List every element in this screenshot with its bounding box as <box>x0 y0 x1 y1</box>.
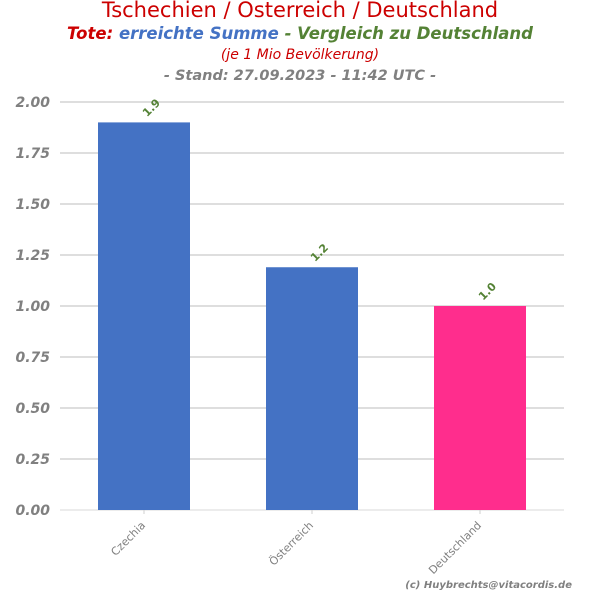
subtitle-part-vergleich: - Vergleich zu Deutschland <box>284 24 533 43</box>
chart-title: Tschechien / Österreich / Deutschland <box>101 0 499 22</box>
x-tick-label: Deutschland <box>426 519 484 577</box>
data-label: 1.9 <box>140 96 163 119</box>
y-tick-label: 1.25 <box>15 248 50 264</box>
y-tick-label: 0.25 <box>15 452 50 468</box>
data-label: 1.2 <box>308 241 331 264</box>
data-label: 1.0 <box>476 280 499 303</box>
subtitle-part-summe: erreichte Summe <box>118 24 279 43</box>
copyright-note: (c) Huybrechts@vitacordis.de <box>405 580 572 591</box>
chart-note: (je 1 Mio Bevölkerung) <box>220 47 380 63</box>
y-tick-label: 0.75 <box>15 350 50 366</box>
y-tick-label: 1.75 <box>15 146 50 162</box>
chart-stand: - Stand: 27.09.2023 - 11:42 UTC - <box>163 68 437 84</box>
y-tick-label: 0.00 <box>15 503 50 519</box>
subtitle-part-tote: Tote: <box>67 24 114 43</box>
chart-subtitle: Tote: erreichte Summe - Vergleich zu Deu… <box>0 24 600 43</box>
y-tick-label: 0.50 <box>15 401 50 417</box>
x-tick-label: Österreich <box>267 519 316 568</box>
y-tick-label: 2.00 <box>15 95 50 111</box>
y-tick-label: 1.00 <box>15 299 50 315</box>
x-tick-label: Czechia <box>108 519 148 559</box>
y-tick-label: 1.50 <box>15 197 50 213</box>
bar-czechia <box>98 122 190 511</box>
bar-deutschland <box>434 306 526 510</box>
bar-österreich <box>266 267 358 510</box>
